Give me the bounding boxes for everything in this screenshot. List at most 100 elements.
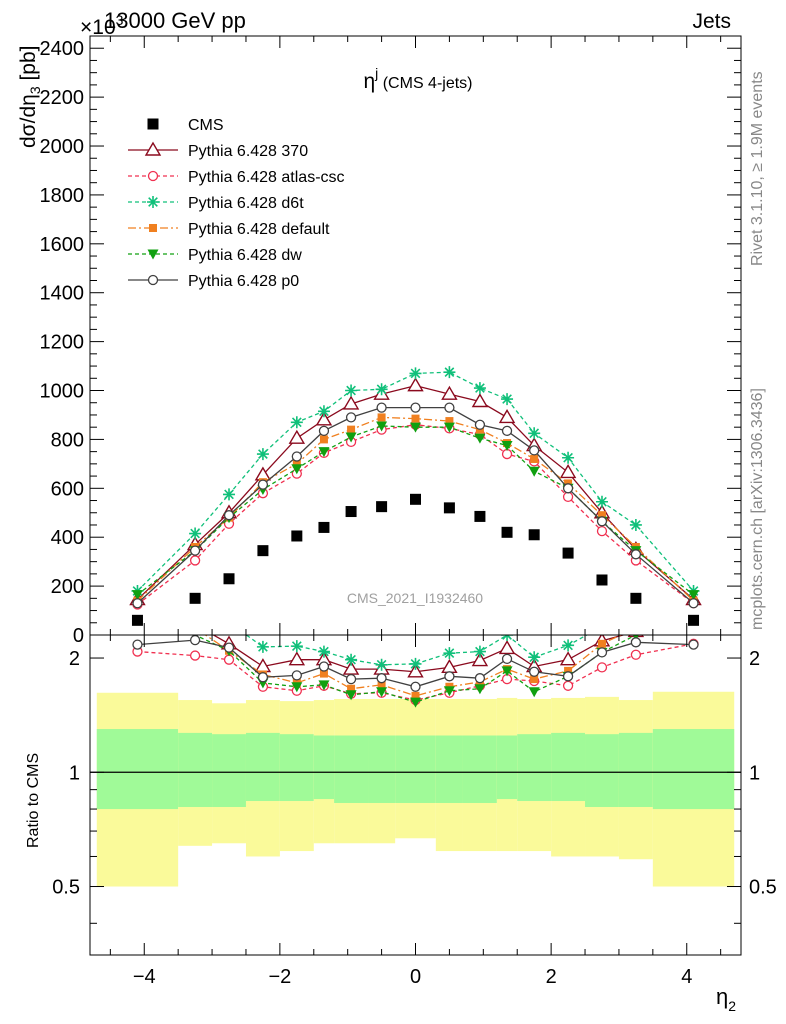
data-point [501,441,513,452]
band-inner [585,734,619,808]
data-point [443,502,455,514]
ratio-point [528,687,540,698]
ratio-point [688,639,699,650]
data-point [409,367,422,380]
series-CMS [131,493,700,626]
ratio-point [291,670,302,681]
y-tick-label: 1400 [40,283,85,305]
data-point [375,383,388,396]
ratio-y-tick-label: 0.5 [52,877,80,899]
data-point [562,451,575,464]
y-tick-label: 600 [51,478,84,500]
ratio-point [317,645,330,658]
ratio-point [377,680,386,689]
band-inner [313,735,335,800]
data-point [291,530,303,542]
mcplots-label: mcplots.cern.ch [arXiv:1306.3436] [749,388,766,630]
series-default [133,413,698,605]
data-point [528,529,540,541]
data-point [411,414,420,423]
data-point [529,445,540,456]
data-point [317,405,330,418]
band-inner [334,735,369,803]
band-inner [652,729,735,810]
data-point [501,526,513,538]
data-point [291,464,303,475]
legend-label: Pythia 6.428 370 [188,143,308,160]
data-point [474,419,486,430]
ratio-point [407,663,424,678]
x-tick-label: −2 [268,966,291,988]
ratio-y-tick-label: 2 [69,648,80,670]
legend-label: Pythia 6.428 atlas-csc [188,169,345,186]
ratio-point [345,690,357,701]
data-point [596,516,608,527]
energy-label: 13000 GeV pp [104,8,246,33]
data-point [630,592,642,604]
data-point [410,422,421,433]
legend-item-atlas-csc: Pythia 6.428 atlas-csc [128,169,345,186]
ratio-y-tick-label: 1 [69,762,80,784]
y-tick-label: 2000 [40,136,85,158]
data-point [223,573,235,585]
y-tick-label: 1000 [40,381,85,403]
legend-marker [149,224,157,232]
data-point [288,429,306,444]
rivet-version-label: Rivet 3.1.10, ≥ 1.9M events [749,71,766,266]
data-point [443,366,456,379]
ratio-point [443,686,455,697]
x-tick-label: 4 [681,966,692,988]
ratio-point [290,640,303,653]
ratio-point [501,653,513,665]
ratio-point [410,697,421,708]
legend-label: Pythia 6.428 default [188,221,330,238]
data-point [474,510,486,522]
data-point [345,506,357,518]
ratio-point [347,684,356,693]
ratio-point [498,640,516,655]
band-inner [435,735,463,803]
data-point [688,590,700,601]
ratio-y-tick-label-right: 1 [749,762,760,784]
data-point [257,545,269,557]
watermark: CMS_2021_I1932460 [347,590,483,606]
data-point [562,483,574,494]
ratio-point [410,681,421,692]
ratio-point [596,621,608,633]
ratio-point [444,671,455,682]
ratio-point [630,649,642,660]
ratio-series-p0 [132,635,699,692]
ratio-y-tick-label-right: 2 [749,648,760,670]
series-line-d6t [137,371,695,592]
band-inner [245,732,280,802]
ratio-point [189,650,201,661]
data-point [474,433,486,444]
y-tick-label: 0 [73,625,84,647]
series-line-default [137,416,694,602]
data-point [376,402,387,413]
data-point [319,435,328,444]
data-point [688,614,700,626]
ratio-point [188,618,202,630]
ratio-point [133,635,142,636]
band-inner [212,734,246,808]
ratio-y-tick-label-right: 0.5 [749,877,777,899]
ratio-point [564,666,573,675]
ratio-point [559,651,577,666]
y-tick-label: 2200 [40,87,85,109]
band-inner [368,735,396,803]
legend-marker [147,196,159,208]
series-line-dw [137,425,694,596]
series-d6t [131,366,700,597]
data-point [528,466,540,477]
series-atlas-csc [132,419,699,610]
exponent-label: ×103 [80,12,124,39]
data-point [410,493,421,505]
ratio-point [223,617,235,629]
ratio-series-dw [192,635,639,708]
ratio-y-axis-label: Ratio to CMS [25,753,42,848]
data-point [342,395,360,410]
main-title: ηj (CMS 4-jets) [363,65,472,93]
ratio-point [630,637,642,648]
